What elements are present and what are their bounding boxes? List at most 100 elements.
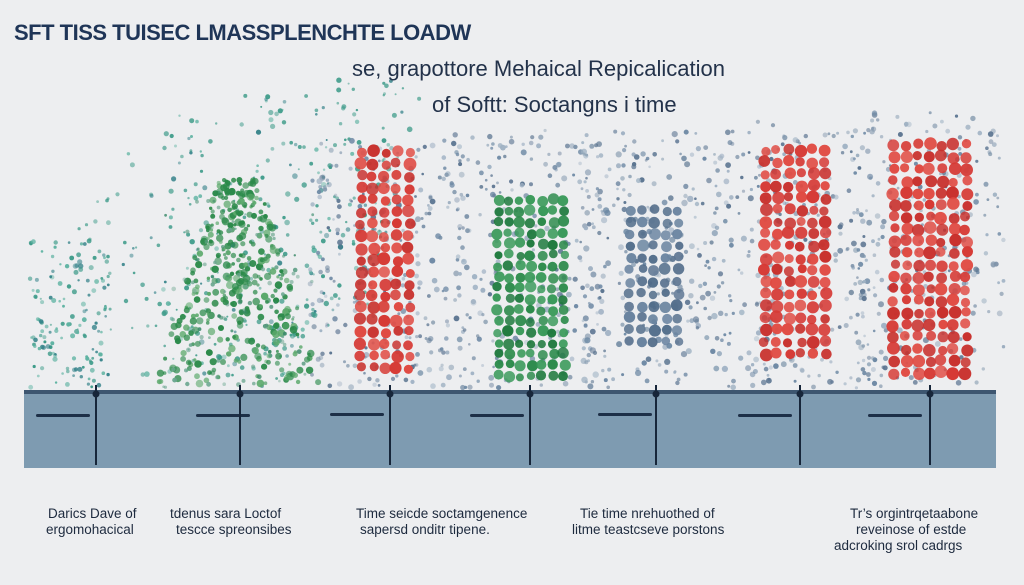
particle bbox=[887, 341, 900, 355]
particle bbox=[277, 260, 283, 266]
particle bbox=[183, 188, 188, 193]
particle bbox=[502, 325, 514, 337]
particle bbox=[983, 181, 989, 187]
particle bbox=[103, 256, 106, 260]
particle bbox=[635, 369, 642, 377]
particle bbox=[981, 298, 987, 304]
particle bbox=[401, 241, 414, 254]
particle bbox=[171, 367, 176, 372]
particle bbox=[305, 366, 314, 374]
particle bbox=[926, 284, 936, 294]
particle bbox=[310, 279, 314, 284]
particle bbox=[39, 333, 43, 338]
particle bbox=[603, 354, 607, 358]
particle bbox=[529, 157, 534, 161]
particle bbox=[601, 368, 605, 373]
particle bbox=[870, 356, 875, 360]
particle bbox=[924, 137, 937, 150]
particle bbox=[251, 366, 256, 371]
particle bbox=[547, 359, 558, 370]
particle bbox=[252, 177, 259, 185]
particle bbox=[230, 329, 234, 333]
particle bbox=[356, 140, 362, 145]
particle bbox=[430, 383, 436, 389]
particle bbox=[192, 255, 198, 261]
particle bbox=[759, 216, 773, 229]
particle bbox=[324, 232, 330, 239]
particle bbox=[636, 178, 641, 184]
particle bbox=[381, 126, 385, 130]
particle bbox=[584, 169, 592, 176]
particle bbox=[624, 301, 634, 312]
particle bbox=[760, 227, 771, 238]
particle bbox=[178, 114, 181, 117]
caption-5-line2: reveinose of estde bbox=[856, 522, 967, 537]
particle bbox=[756, 184, 760, 188]
particle bbox=[61, 372, 64, 375]
particle bbox=[357, 204, 363, 209]
particle bbox=[202, 185, 208, 191]
particle bbox=[827, 132, 831, 136]
particle bbox=[806, 143, 818, 154]
particle bbox=[936, 223, 949, 236]
particle bbox=[737, 268, 741, 272]
particle bbox=[390, 229, 403, 241]
particle bbox=[51, 351, 55, 355]
particle bbox=[911, 224, 925, 237]
particle bbox=[325, 139, 328, 141]
particle bbox=[858, 212, 864, 218]
particle bbox=[854, 386, 859, 390]
particle bbox=[366, 182, 379, 196]
particle bbox=[446, 374, 452, 381]
particle bbox=[637, 276, 648, 287]
particle bbox=[935, 187, 947, 199]
particle bbox=[296, 369, 300, 373]
particle bbox=[373, 228, 377, 231]
particle bbox=[321, 274, 325, 279]
particle bbox=[591, 222, 594, 225]
particle bbox=[131, 326, 134, 330]
particle bbox=[913, 260, 925, 272]
particle bbox=[162, 385, 165, 389]
particle bbox=[513, 216, 525, 228]
particle bbox=[194, 373, 200, 380]
particle bbox=[908, 375, 914, 381]
particle bbox=[818, 144, 831, 157]
particle bbox=[590, 380, 595, 384]
particle bbox=[558, 339, 568, 349]
particle bbox=[785, 240, 794, 250]
particle bbox=[864, 278, 871, 285]
particle bbox=[948, 162, 962, 175]
particle bbox=[936, 306, 949, 319]
particle bbox=[785, 275, 796, 287]
particle bbox=[524, 250, 535, 262]
particle bbox=[588, 266, 593, 272]
particle bbox=[644, 326, 650, 332]
particle bbox=[900, 163, 910, 173]
particle bbox=[672, 276, 682, 287]
particle bbox=[900, 283, 912, 295]
particle bbox=[833, 252, 839, 258]
particle bbox=[808, 228, 820, 239]
particle bbox=[848, 289, 854, 296]
particle bbox=[796, 205, 809, 217]
particle bbox=[33, 294, 38, 299]
particle bbox=[238, 182, 242, 186]
particle bbox=[403, 289, 415, 301]
particle bbox=[713, 365, 720, 372]
particle bbox=[816, 213, 820, 217]
particle bbox=[784, 203, 796, 215]
particle bbox=[90, 385, 94, 389]
particle bbox=[426, 366, 433, 373]
particle bbox=[692, 316, 700, 323]
particle bbox=[278, 316, 283, 321]
particle bbox=[163, 280, 167, 284]
particle bbox=[516, 252, 525, 261]
particle bbox=[54, 328, 59, 333]
particle bbox=[243, 93, 248, 98]
particle bbox=[795, 312, 807, 324]
particle bbox=[163, 356, 168, 361]
particle bbox=[864, 258, 868, 262]
particle bbox=[252, 289, 258, 295]
